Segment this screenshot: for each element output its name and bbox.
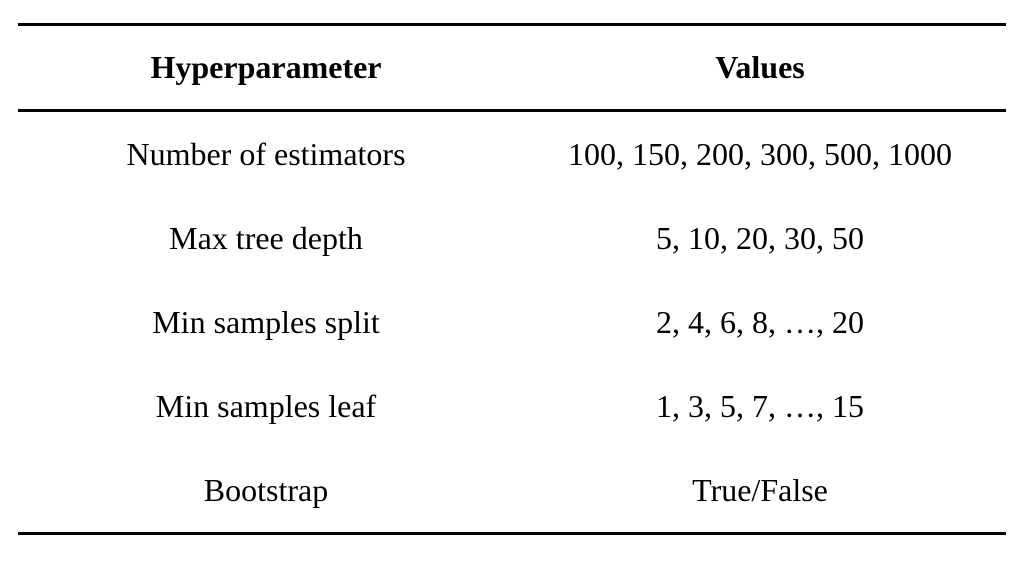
cell-hyperparameter: Min samples split (152, 303, 380, 340)
table-row: Min samples leaf 1, 3, 5, 7, …, 15 (18, 364, 1006, 448)
table-row: Max tree depth 5, 10, 20, 30, 50 (18, 196, 1006, 280)
cell-values: True/False (692, 471, 828, 508)
cell-values: 1, 3, 5, 7, …, 15 (656, 387, 864, 424)
cell-hyperparameter: Min samples leaf (155, 387, 377, 424)
hyperparameter-table-container: Hyperparameter Values Number of estimato… (18, 23, 1006, 535)
table-row: Number of estimators 100, 150, 200, 300,… (18, 111, 1006, 197)
hyperparameter-table: Hyperparameter Values Number of estimato… (18, 23, 1006, 535)
header-values: Values (715, 49, 805, 85)
cell-values: 2, 4, 6, 8, …, 20 (656, 303, 864, 340)
cell-hyperparameter: Number of estimators (126, 135, 406, 172)
table-row: Min samples split 2, 4, 6, 8, …, 20 (18, 280, 1006, 364)
cell-values: 5, 10, 20, 30, 50 (656, 219, 864, 256)
header-row: Hyperparameter Values (18, 24, 1006, 111)
header-hyperparameter: Hyperparameter (150, 49, 382, 85)
cell-hyperparameter: Bootstrap (203, 471, 329, 508)
cell-values: 100, 150, 200, 300, 500, 1000 (568, 135, 952, 172)
table-row: Bootstrap True/False (18, 448, 1006, 534)
table-body: Number of estimators 100, 150, 200, 300,… (18, 111, 1006, 534)
table-header: Hyperparameter Values (18, 24, 1006, 111)
cell-hyperparameter: Max tree depth (169, 219, 363, 256)
